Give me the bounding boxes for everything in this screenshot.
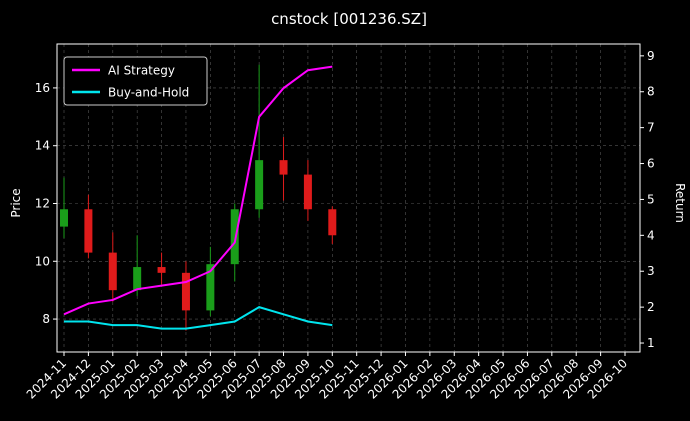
legend-label: Buy-and-Hold bbox=[108, 86, 189, 100]
candle-body bbox=[206, 264, 215, 311]
y2-axis-label: Return bbox=[673, 183, 687, 223]
candle-body bbox=[230, 209, 239, 265]
y2-tick-label: 4 bbox=[647, 228, 655, 242]
candle-body bbox=[328, 209, 337, 236]
y-tick-label: 14 bbox=[35, 139, 50, 153]
candle-body bbox=[255, 160, 264, 210]
y2-tick-label: 9 bbox=[647, 49, 655, 63]
legend-label: AI Strategy bbox=[108, 64, 175, 78]
chart-title: cnstock [001236.SZ] bbox=[271, 10, 427, 28]
y-tick-label: 10 bbox=[35, 254, 50, 268]
candle-body bbox=[279, 160, 288, 175]
candle-body bbox=[157, 267, 166, 273]
y-tick-label: 12 bbox=[35, 196, 50, 210]
y2-tick-label: 5 bbox=[647, 192, 655, 206]
y-tick-label: 16 bbox=[35, 81, 50, 95]
y2-tick-label: 3 bbox=[647, 264, 655, 278]
y-axis-label: Price bbox=[9, 188, 23, 217]
candle-body bbox=[133, 267, 142, 291]
y2-tick-label: 6 bbox=[647, 157, 655, 171]
candle-body bbox=[60, 209, 68, 227]
y2-tick-label: 7 bbox=[647, 121, 655, 135]
y2-tick-label: 8 bbox=[647, 85, 655, 99]
candle-body bbox=[108, 252, 117, 291]
y-tick-label: 8 bbox=[42, 312, 50, 326]
plot-frame bbox=[56, 43, 641, 353]
candle-body bbox=[84, 209, 93, 253]
y2-tick-label: 1 bbox=[647, 336, 655, 350]
candle-body bbox=[303, 174, 312, 210]
line-series bbox=[64, 306, 333, 330]
y2-tick-label: 2 bbox=[647, 300, 655, 314]
line-series bbox=[63, 65, 333, 316]
candle-body bbox=[181, 272, 190, 311]
